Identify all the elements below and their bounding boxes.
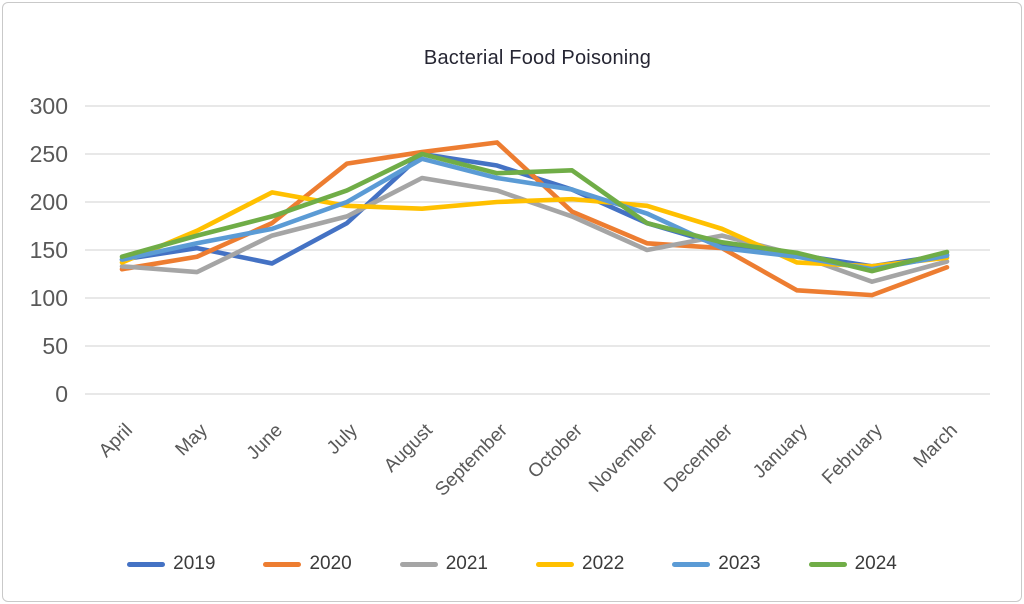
y-axis-tick-label: 100 <box>29 285 68 311</box>
legend-item-2023: 2023 <box>672 553 761 575</box>
legend-item-2020: 2020 <box>263 553 352 575</box>
y-axis-tick-label: 50 <box>42 333 68 359</box>
legend-line-swatch-icon <box>808 561 847 567</box>
legend-line-swatch-icon <box>672 561 711 567</box>
legend-label: 2021 <box>445 553 488 574</box>
legend-line-swatch-icon <box>399 561 438 567</box>
legend-item-2021: 2021 <box>399 553 488 575</box>
legend-label: 2024 <box>854 553 897 574</box>
y-axis-tick-label: 300 <box>29 93 68 119</box>
legend-label: 2023 <box>718 553 761 574</box>
y-axis-tick-label: 150 <box>29 237 68 263</box>
legend-label: 2020 <box>309 553 352 574</box>
legend-item-2024: 2024 <box>808 553 897 575</box>
legend-item-2019: 2019 <box>127 553 215 575</box>
y-axis-tick-label: 250 <box>29 141 68 167</box>
y-axis-tick-label: 0 <box>55 381 68 407</box>
legend-line-swatch-icon <box>127 561 166 567</box>
legend-line-swatch-icon <box>536 561 574 567</box>
legend-line-swatch-icon <box>263 561 302 567</box>
chart-legend: 2019 2020 2021 2022 2023 2024 <box>0 548 1024 580</box>
y-axis-tick-label: 200 <box>29 189 68 215</box>
legend-item-2022: 2022 <box>536 553 624 575</box>
legend-label: 2022 <box>582 553 625 574</box>
legend-label: 2019 <box>173 553 216 574</box>
chart-title: Bacterial Food Poisoning <box>423 47 652 69</box>
